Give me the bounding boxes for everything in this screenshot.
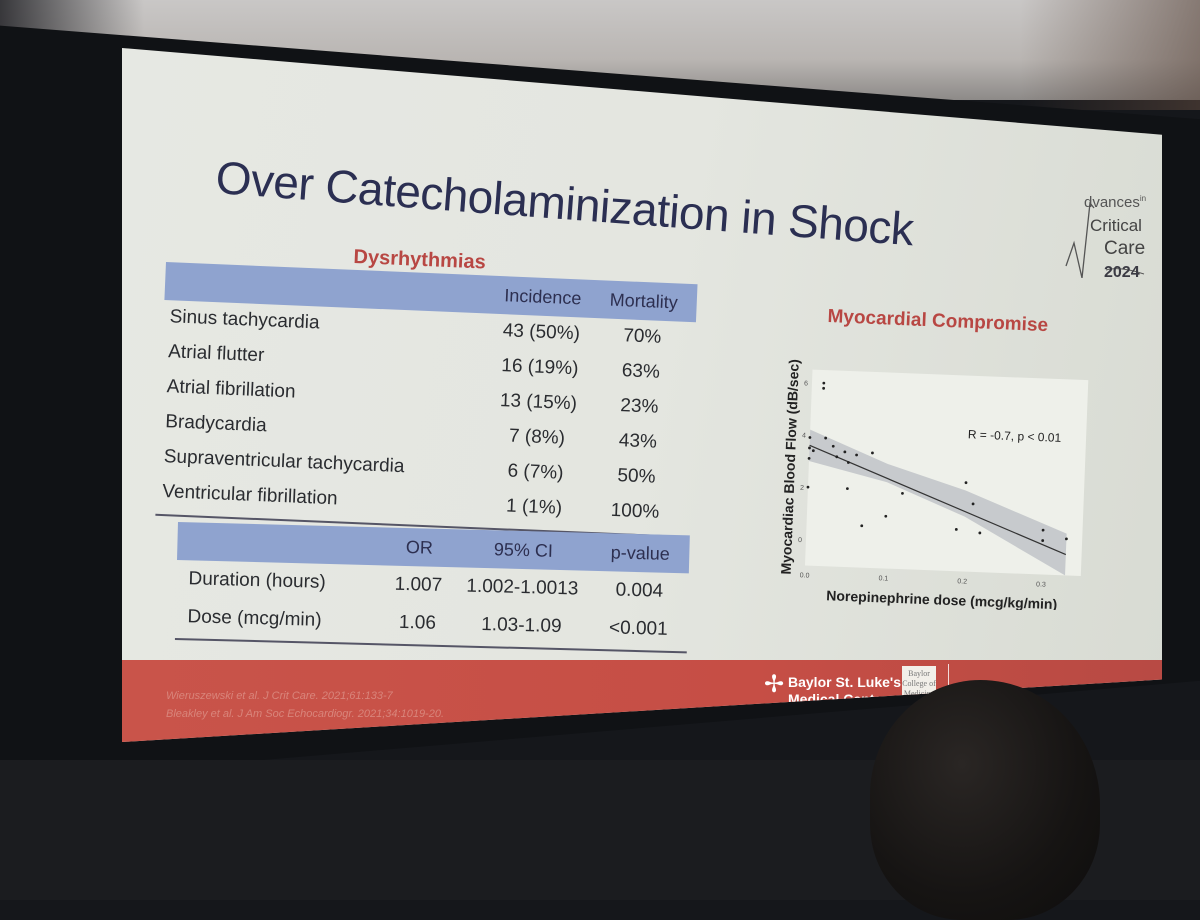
data-point (831, 444, 835, 448)
baylor-star-icon: ✢ (764, 671, 785, 698)
audience-head (870, 680, 1100, 920)
row-mortality: 23% (619, 395, 659, 418)
p-value-header: p-value (610, 542, 671, 564)
row-incidence: 13 (15%) (499, 390, 578, 415)
y-tick-label: 0 (798, 537, 802, 544)
x-tick-label: 0.0 (800, 572, 810, 579)
data-point (822, 386, 826, 390)
data-point (811, 449, 815, 453)
projected-slide: Over Catecholaminization in Shock dvance… (122, 48, 1162, 742)
row-or: 1.007 (394, 573, 443, 596)
row-name: Duration (hours) (188, 568, 327, 593)
row-incidence: 6 (7%) (507, 460, 564, 484)
row-incidence: 1 (1%) (505, 495, 563, 519)
row-mortality: 43% (618, 430, 658, 453)
data-point (860, 524, 864, 528)
odds-ratio-table: OR 95% CI p-value Duration (hours) 1.007… (174, 522, 690, 654)
row-name: Atrial flutter (167, 341, 265, 367)
row-ci: 1.002-1.0013 (466, 575, 579, 600)
citation-1: Wieruszewski et al. J Crit Care. 2021;61… (166, 690, 393, 702)
x-axis-label: Norepinephrine dose (mcg/kg/min) (826, 587, 1057, 610)
incidence-header: Incidence (503, 285, 582, 309)
row-name: Atrial fibrillation (166, 376, 296, 403)
data-point (843, 450, 847, 454)
row-name: Ventricular fibrillation (161, 481, 338, 510)
row-or: 1.06 (398, 611, 437, 634)
data-point (807, 456, 811, 460)
logo-heartbeat-icon (1065, 201, 1145, 278)
correlation-annotation: R = -0.7, p < 0.01 (968, 427, 1062, 445)
row-mortality: 50% (616, 465, 656, 488)
data-point (808, 436, 812, 439)
data-point (964, 481, 968, 485)
row-p-value: <0.001 (608, 617, 668, 640)
or-header: OR (405, 536, 434, 558)
data-point (978, 531, 982, 535)
slide-title: Over Catecholaminization in Shock (214, 150, 916, 256)
mortality-header: Mortality (609, 289, 679, 313)
citation-2: Bleakley et al. J Am Soc Echocardiogr. 2… (166, 708, 445, 720)
x-tick-label: 0.3 (1036, 581, 1046, 588)
dysrhythmias-table: Incidence Mortality Sinus tachycardia 43… (155, 262, 698, 539)
data-point (971, 502, 975, 506)
data-point (855, 453, 858, 457)
x-tick-label: 0.2 (957, 578, 967, 585)
row-name: Sinus tachycardia (169, 306, 320, 334)
logo-critical: Critical (1090, 216, 1142, 235)
logo-advances: dvancesin (1084, 194, 1147, 211)
row-name: Bradycardia (164, 411, 268, 437)
row-p-value: 0.004 (615, 579, 664, 602)
data-point (871, 451, 874, 455)
data-point (845, 487, 849, 491)
confidence-band (808, 429, 1067, 576)
row-mortality: 70% (622, 325, 662, 348)
advances-critical-care-logo: dvancesin Critical Care 2024 (1060, 148, 1150, 281)
data-point (901, 491, 904, 495)
data-point (824, 436, 828, 440)
data-point (808, 446, 811, 450)
scatter-plot: 0.0 0.1 0.2 0.3 0 2 4 6 R = -0.7, p < 0.01 Nor… (778, 359, 1089, 610)
row-incidence: 7 (8%) (508, 425, 566, 449)
row-incidence: 16 (19%) (500, 355, 579, 380)
y-tick-label: 6 (804, 380, 808, 387)
data-point (822, 381, 826, 385)
y-tick-label: 2 (800, 485, 804, 492)
data-point (884, 514, 888, 518)
data-point (1041, 539, 1045, 542)
logo-care: Care (1104, 238, 1146, 259)
row-ci: 1.03-1.09 (480, 613, 562, 638)
data-point (954, 528, 958, 531)
row-mortality: 63% (621, 360, 661, 383)
logo-year: 2024 (1104, 264, 1140, 281)
data-point (846, 461, 850, 464)
row-name: Supraventricular tachycardia (163, 446, 405, 478)
data-point (1065, 537, 1068, 541)
x-tick-label: 0.1 (878, 575, 888, 582)
data-point (1041, 528, 1045, 532)
data-point (835, 455, 839, 459)
regression-line (809, 444, 1067, 556)
data-point (806, 485, 810, 489)
row-mortality: 100% (610, 499, 660, 523)
row-incidence: 43 (50%) (502, 320, 581, 345)
ci-header: 95% CI (493, 539, 554, 561)
row-name: Dose (mcg/min) (187, 606, 322, 631)
y-tick-label: 4 (802, 433, 806, 440)
